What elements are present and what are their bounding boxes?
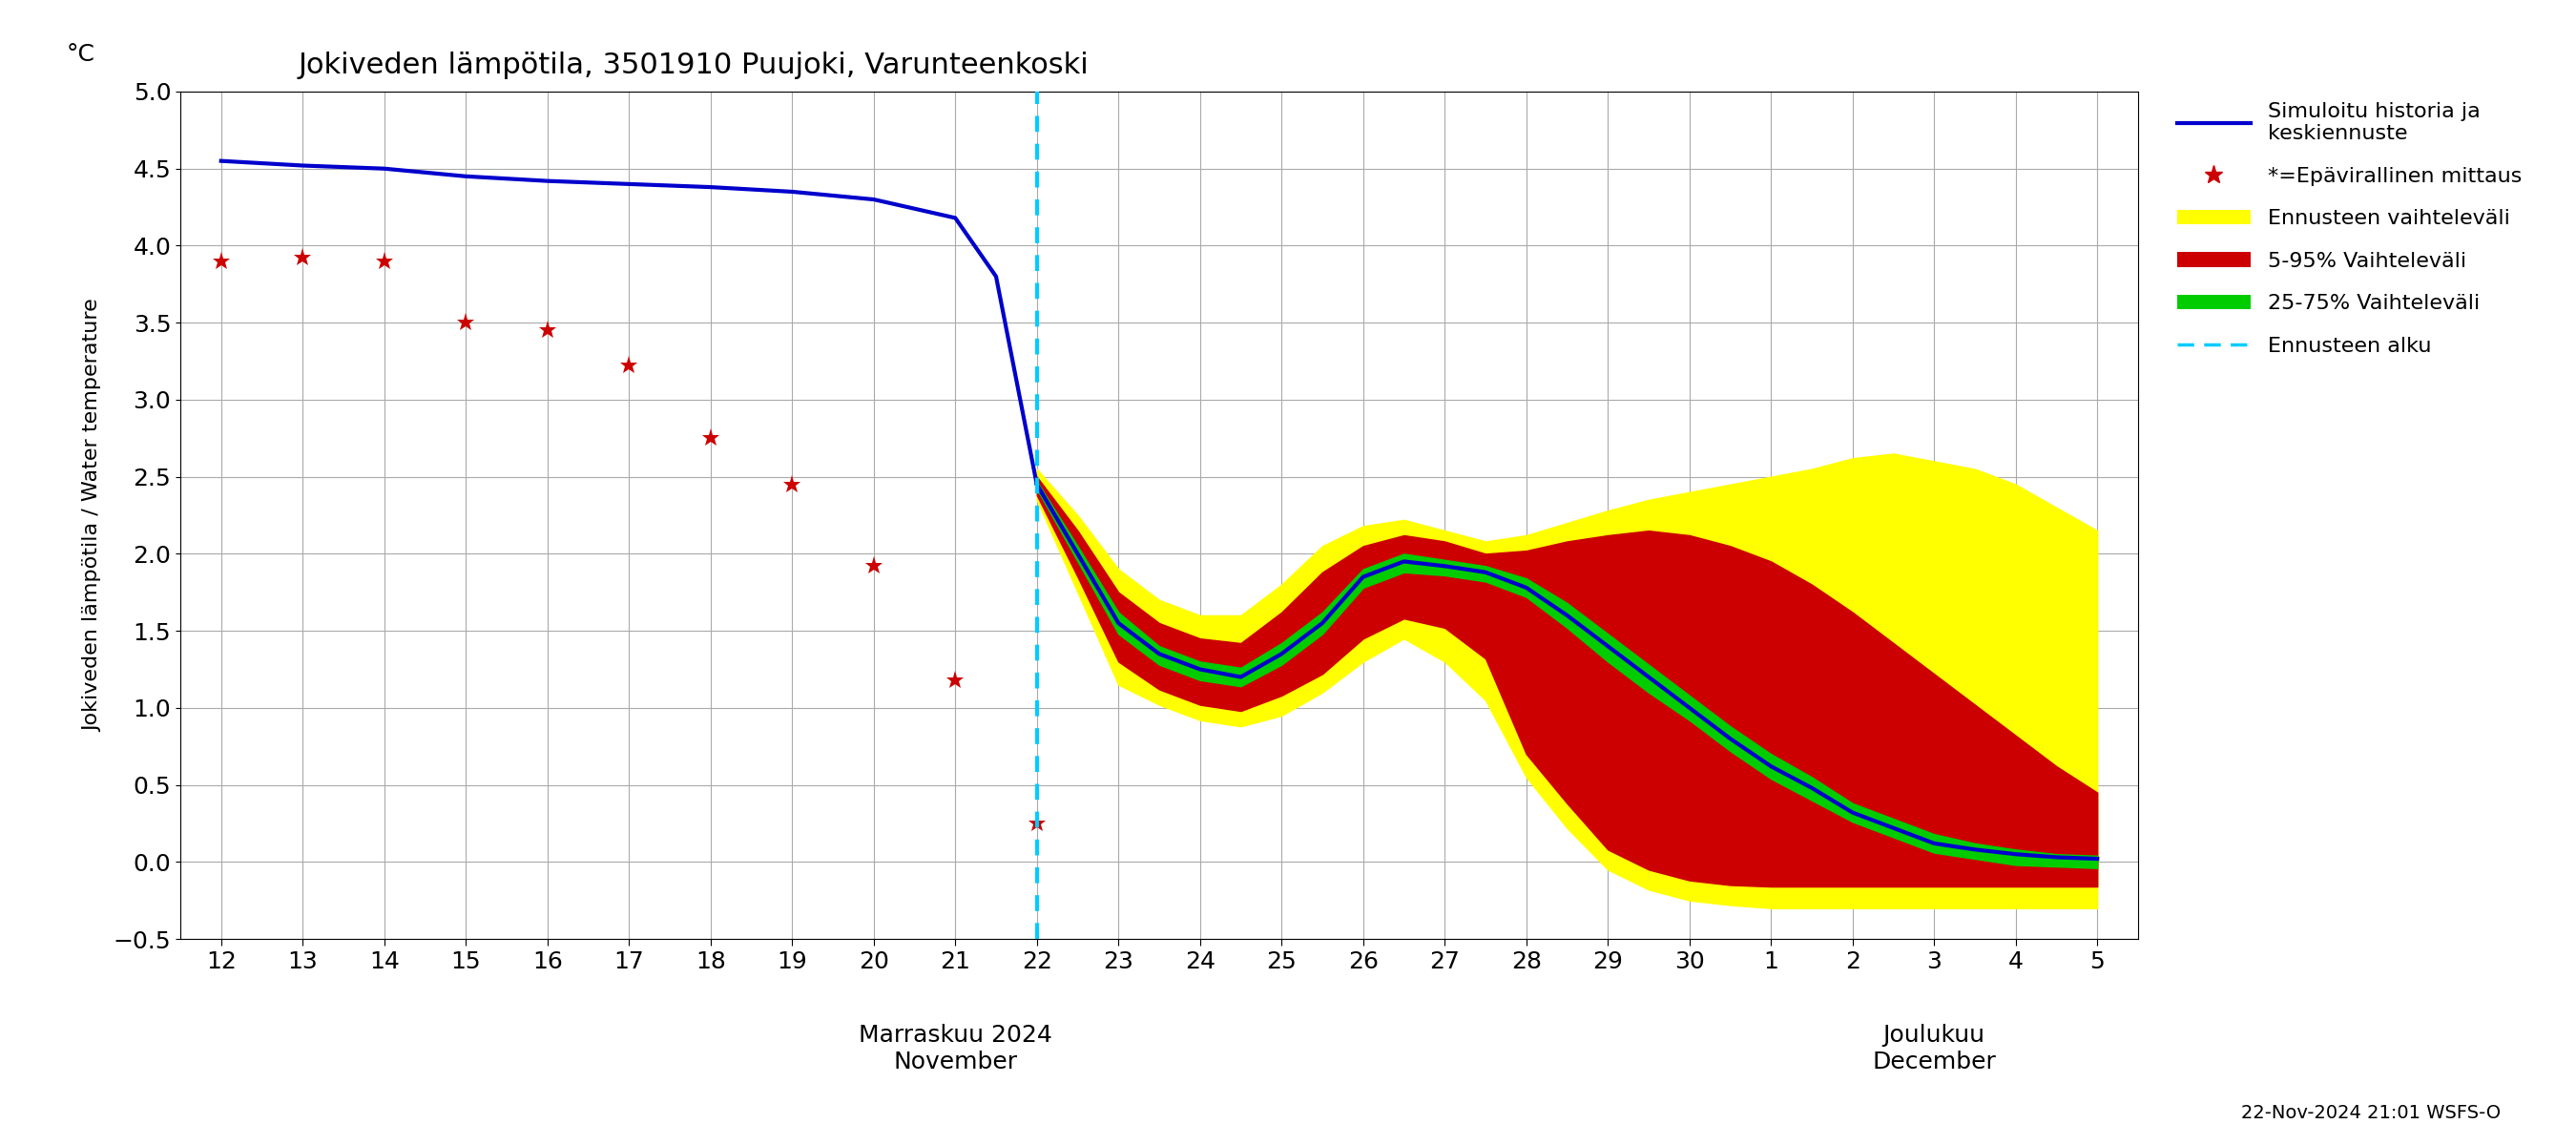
Y-axis label: Jokiveden lämpötila / Water temperature: Jokiveden lämpötila / Water temperature <box>82 299 103 732</box>
Text: °C: °C <box>67 44 95 66</box>
Legend: Simuloitu historia ja
keskiennuste, *=Epävirallinen mittaus, Ennusteen vaihtelev: Simuloitu historia ja keskiennuste, *=Ep… <box>2169 94 2530 364</box>
Text: Jokiveden lämpötila, 3501910 Puujoki, Varunteenkoski: Jokiveden lämpötila, 3501910 Puujoki, Va… <box>299 52 1090 79</box>
Text: 22-Nov-2024 21:01 WSFS-O: 22-Nov-2024 21:01 WSFS-O <box>2241 1104 2501 1122</box>
Text: Marraskuu 2024
November: Marraskuu 2024 November <box>858 1024 1051 1073</box>
Text: Joulukuu
December: Joulukuu December <box>1873 1024 1996 1073</box>
